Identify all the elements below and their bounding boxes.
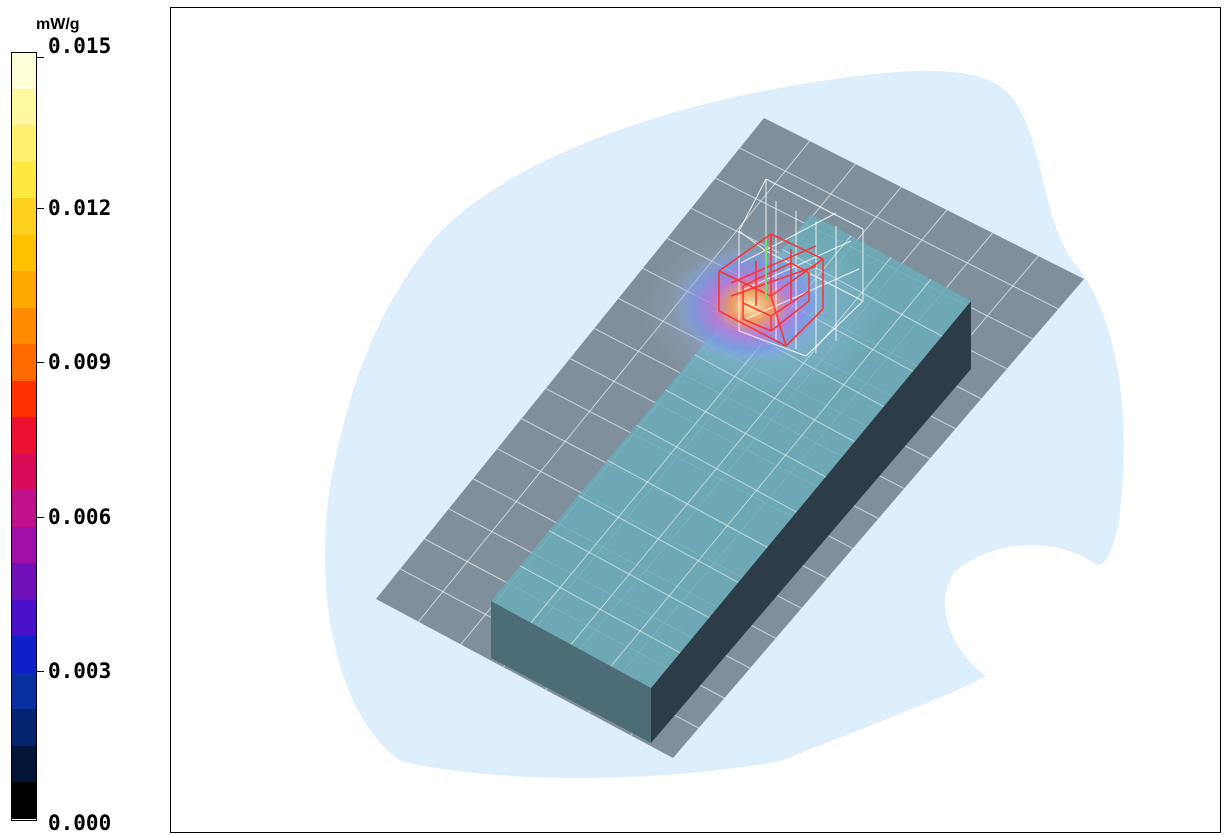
area-scan-frame: [718, 233, 824, 347]
legend-unit-label: mW/g: [36, 16, 80, 33]
color-scale-step: [12, 709, 36, 746]
scan-frame-edge: [742, 318, 772, 332]
legend-tick-label-0015: 0.015: [48, 34, 112, 58]
zoom-cube-edge: [740, 212, 837, 264]
color-legend: mW/g 0.015 0.012 0.009 0.006 0.003 0.000: [0, 0, 160, 835]
device-side-face: [651, 301, 971, 743]
color-scale-step: [12, 271, 36, 308]
grid-line: [636, 424, 797, 513]
color-scale-step: [12, 417, 36, 454]
grid-line: [548, 530, 710, 619]
zoom-cube-edge: [765, 250, 864, 302]
3d-viewport[interactable]: [170, 7, 1221, 833]
color-scale-step: [12, 782, 36, 819]
scan-frame-edge: [770, 233, 824, 260]
scan-frame-edge: [770, 295, 787, 347]
legend-tick: [36, 671, 44, 672]
color-scale-step: [12, 673, 36, 709]
device-front-face: [491, 601, 651, 743]
color-scale-step: [12, 308, 36, 344]
grid-line: [739, 147, 1059, 310]
zoom-cube-edge: [738, 330, 807, 357]
zoom-cube-edge: [738, 230, 767, 252]
color-scale-step: [12, 636, 36, 673]
scan-frame-edge: [785, 308, 824, 347]
zoom-cube-edge: [738, 178, 767, 232]
scan-frame-edge: [742, 302, 772, 317]
color-scale-step: [12, 89, 36, 125]
color-scale-step: [12, 162, 36, 198]
scan-frame-edge: [790, 262, 810, 274]
scan-frame-edge: [730, 245, 817, 284]
color-scale-step: [12, 600, 36, 636]
zoom-cube-edge: [745, 268, 860, 320]
color-scale-step: [12, 454, 36, 490]
color-scale-step: [12, 563, 36, 600]
zoom-scan-cube: [738, 178, 864, 357]
scan-frame-edge: [718, 270, 772, 297]
color-scale-step: [12, 198, 36, 235]
legend-tick: [36, 57, 44, 58]
scan-frame-edge: [718, 310, 787, 347]
color-scale-step: [12, 527, 36, 563]
color-scale-step: [12, 381, 36, 417]
grid-line: [665, 389, 826, 478]
grid-line: [519, 565, 681, 654]
legend-tick-label-0000: 0.000: [48, 811, 112, 835]
legend-tick: [36, 517, 44, 518]
color-scale-step: [12, 344, 36, 381]
color-scale-step: [12, 125, 36, 162]
legend-tick-label-0006: 0.006: [48, 505, 112, 529]
scan-frame-edge: [770, 258, 824, 297]
color-scale-step: [12, 235, 36, 271]
legend-tick: [36, 208, 44, 209]
scan-frame-edge: [718, 233, 772, 272]
color-scale-step: [12, 490, 36, 527]
grid-line: [610, 278, 932, 667]
color-scale-step: [12, 52, 36, 89]
legend-tick-label-0012: 0.012: [48, 196, 112, 220]
legend-tick-label-0003: 0.003: [48, 659, 112, 683]
scan-frame-edge: [770, 300, 810, 332]
legend-tick: [36, 362, 44, 363]
zoom-cube-edge: [765, 178, 864, 230]
sar-distribution-scene: [324, 70, 1124, 778]
grid-line: [578, 495, 739, 583]
scan-frame-edge: [730, 265, 817, 297]
scan-frame-edge: [770, 290, 810, 317]
grid-line: [607, 459, 768, 548]
color-scale-step: [12, 746, 36, 782]
legend-tick-label-0009: 0.009: [48, 350, 112, 374]
